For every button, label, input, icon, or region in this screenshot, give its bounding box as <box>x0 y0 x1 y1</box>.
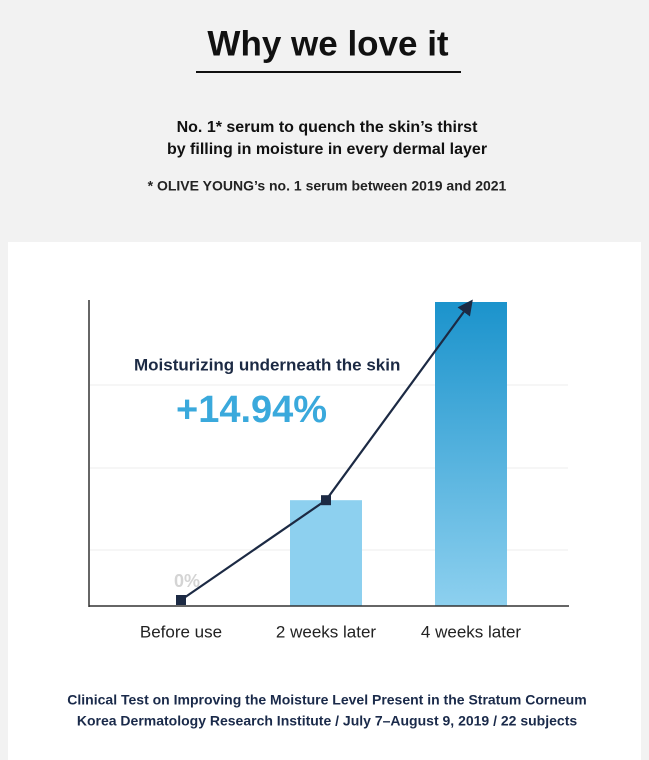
subtitle: by filling in moisture in every dermal l… <box>167 141 487 158</box>
subtitle: No. 1* serum to quench the skin’s thirst <box>177 119 478 136</box>
caption: Clinical Test on Improving the Moisture … <box>67 692 586 708</box>
bar <box>435 302 507 606</box>
trend-marker <box>176 595 186 605</box>
value-label: +14.94% <box>176 389 327 431</box>
x-tick-label: Before use <box>140 622 222 641</box>
page-title: Why we love it <box>207 24 448 63</box>
x-tick-label: 2 weeks later <box>276 622 376 641</box>
annotation: Moisturizing underneath the skin <box>134 355 400 374</box>
value-label: 0% <box>174 571 200 591</box>
x-tick-label: 4 weeks later <box>421 622 521 641</box>
footnote: * OLIVE YOUNG’s no. 1 serum between 2019… <box>148 178 507 194</box>
trend-marker <box>321 495 331 506</box>
plot: Before use 2 weeks later 4 weeks later 0% +1… <box>140 299 521 641</box>
bar <box>290 500 362 606</box>
caption: Korea Dermatology Research Institute / J… <box>77 713 578 729</box>
